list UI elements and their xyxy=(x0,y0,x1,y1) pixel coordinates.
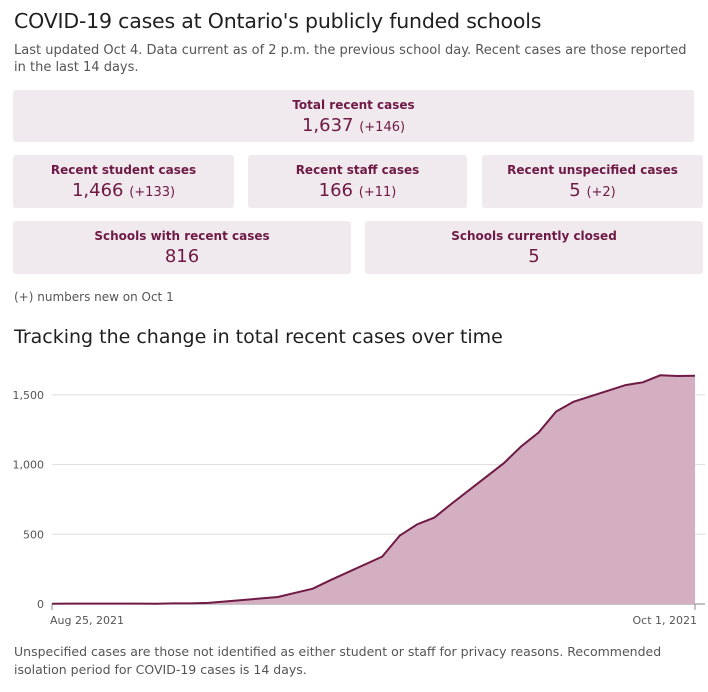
card-label: Recent student cases xyxy=(50,163,197,177)
card-label: Schools currently closed xyxy=(451,229,617,243)
cases-area-chart: 0 500 1,000 1,500 Aug 25, 2021 Oct 1, 2021 xyxy=(13,374,705,627)
recent-staff-cases-card: Recent staff cases 166 (+11) xyxy=(248,155,467,208)
page-subtitle: Last updated Oct 4. Data current as of 2… xyxy=(14,43,687,75)
y-tick-label: 1,000 xyxy=(13,459,45,472)
card-value: 816 xyxy=(164,246,200,267)
total-recent-cases-card: Total recent cases 1,637 (+146) xyxy=(13,90,694,142)
card-number: 1,466 xyxy=(71,180,124,201)
card-value: 5 xyxy=(528,246,540,267)
x-tick-label: Oct 1, 2021 xyxy=(632,614,697,627)
card-number: 1,637 xyxy=(301,115,354,136)
x-tick-label: Aug 25, 2021 xyxy=(50,614,124,627)
card-label: Recent unspecified cases xyxy=(507,163,678,177)
cases-line xyxy=(51,374,696,605)
recent-student-cases-card: Recent student cases 1,466 (+133) xyxy=(13,155,234,208)
card-change: (+11) xyxy=(358,185,397,200)
card-change: (+146) xyxy=(359,120,406,135)
card-label: Schools with recent cases xyxy=(94,229,270,243)
card-number: 166 xyxy=(318,180,354,201)
schools-with-recent-cases-card: Schools with recent cases 816 xyxy=(13,221,351,274)
cases-area xyxy=(52,375,695,604)
y-tick-label: 500 xyxy=(23,528,44,541)
card-change: (+2) xyxy=(586,185,616,200)
card-label: Total recent cases xyxy=(292,98,415,112)
change-note: (+) numbers new on Oct 1 xyxy=(14,290,174,304)
card-label: Recent staff cases xyxy=(295,163,420,177)
card-change: (+133) xyxy=(129,185,176,200)
card-value: 166 (+11) xyxy=(248,180,467,201)
y-tick-label: 0 xyxy=(37,598,44,611)
recent-unspecified-cases-card: Recent unspecified cases 5 (+2) xyxy=(482,155,703,208)
card-value: 1,466 (+133) xyxy=(13,180,234,201)
footnote: Unspecified cases are those not identifi… xyxy=(14,644,662,677)
y-tick-label: 1,500 xyxy=(13,389,45,402)
card-number: 5 xyxy=(569,180,581,201)
y-axis-ticks: 0 500 1,000 1,500 xyxy=(13,389,45,611)
page-title: COVID-19 cases at Ontario's publicly fun… xyxy=(14,9,542,33)
schools-currently-closed-card: Schools currently closed 5 xyxy=(365,221,703,274)
card-value: 5 (+2) xyxy=(482,180,703,201)
section-title: Tracking the change in total recent case… xyxy=(14,326,503,348)
card-value: 1,637 (+146) xyxy=(13,115,694,136)
x-axis-ticks: Aug 25, 2021 Oct 1, 2021 xyxy=(50,604,697,627)
